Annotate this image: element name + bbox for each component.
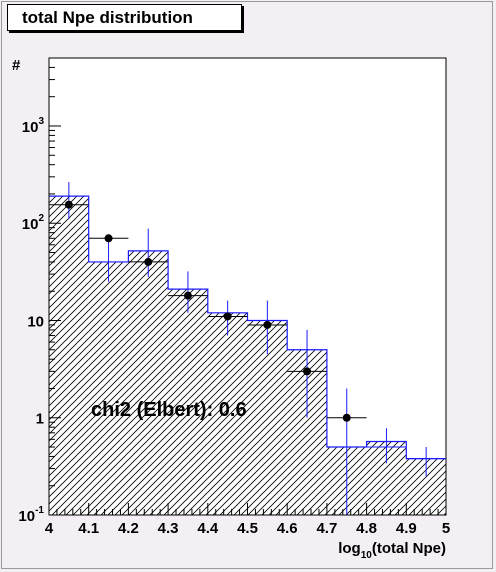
axes: 4 4.1 4.2 4.3 4.4 4.5 4.6 4.7 4.8 4.9 510-11101021… (18, 57, 450, 537)
y-tick-exponent: 2 (38, 213, 44, 224)
x-tick-label: 4 (45, 520, 54, 537)
histogram-bar (88, 261, 129, 515)
x-tick-label: 4.8 (356, 520, 377, 537)
data-point (263, 320, 272, 329)
x-tick-label: 4.3 (158, 520, 179, 537)
y-tick-base: 1 (36, 411, 44, 428)
y-tick-base: 10 (18, 508, 35, 525)
data-point (183, 291, 192, 300)
data-point (144, 257, 153, 266)
x-tick-label: 4.4 (197, 520, 219, 537)
x-tick-label: 4.5 (237, 520, 258, 537)
x-tick-label: 4.1 (78, 520, 99, 537)
x-tick-label: 4.6 (277, 520, 298, 537)
y-tick-label: 103 (22, 116, 45, 136)
x-axis-label-main: log (338, 540, 361, 557)
chart-title: total Npe distribution (7, 4, 242, 31)
histogram-bars (49, 195, 446, 515)
x-axis-label: log10(total Npe) (338, 540, 446, 561)
data-points (49, 182, 446, 515)
histogram-bar (168, 289, 208, 515)
x-tick-label: 4.2 (118, 520, 139, 537)
y-tick-exponent: -1 (35, 505, 44, 516)
y-tick-label: 1 (36, 411, 44, 428)
y-tick-label: 10-1 (18, 505, 44, 525)
data-point (104, 234, 113, 243)
x-tick-label: 4.7 (316, 520, 337, 537)
y-tick-base: 10 (27, 313, 44, 330)
histogram-bar (128, 250, 169, 515)
x-axis-label-sub: 10 (361, 550, 373, 561)
data-point (64, 200, 73, 209)
histogram-bar (49, 196, 89, 515)
x-axis: 4 4.1 4.2 4.3 4.4 4.5 4.6 4.7 4.8 4.9 5 (45, 503, 450, 537)
data-point (303, 367, 312, 376)
y-tick-label: 102 (22, 213, 45, 233)
y-tick-exponent: 3 (38, 116, 44, 127)
data-point (342, 413, 351, 422)
data-point (223, 312, 232, 321)
histogram-bar (207, 312, 248, 515)
x-tick-label: 5 (442, 520, 450, 537)
x-axis-label-rest: (total Npe) (372, 540, 446, 557)
x-tick-label: 4.9 (396, 520, 417, 537)
y-tick-base: 10 (22, 119, 39, 136)
y-tick-label: 10 (27, 313, 44, 330)
y-axis-label: # (12, 57, 21, 74)
chi2-annotation: chi2 (Elbert): 0.6 (91, 399, 247, 421)
y-tick-base: 10 (22, 216, 39, 233)
